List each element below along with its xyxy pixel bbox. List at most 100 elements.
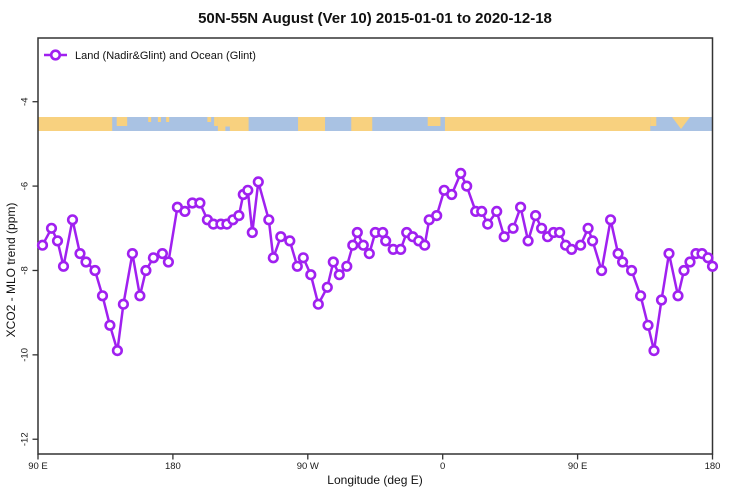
land-segment: [351, 117, 373, 131]
data-point: [126, 248, 138, 260]
data-point: [625, 264, 638, 277]
data-point: [275, 231, 287, 243]
data-point: [242, 184, 254, 196]
data-point: [312, 298, 324, 310]
data-point: [706, 260, 719, 272]
data-point: [305, 269, 317, 281]
x-tick-label: 180: [705, 461, 721, 472]
data-point: [111, 345, 123, 357]
series-line: [41, 172, 714, 352]
data-point: [507, 222, 519, 234]
island-dot: [166, 117, 170, 122]
data-point: [612, 248, 624, 260]
data-point: [267, 252, 279, 264]
data-point: [586, 235, 599, 247]
data-point: [117, 298, 129, 310]
data-point: [74, 248, 86, 260]
axes: 90 E 180 90 W 0 90 E 180 -4 -6 -8 -10 -12: [20, 37, 721, 472]
land-segment: [427, 117, 441, 126]
data-point: [678, 264, 690, 277]
data-point: [263, 214, 275, 226]
land-segment: [116, 117, 128, 126]
y-tick-label: -10: [20, 348, 31, 362]
data-point: [233, 210, 245, 222]
data-point: [395, 243, 407, 255]
x-tick-label: 90 W: [297, 461, 319, 472]
data-point: [140, 264, 152, 277]
x-tick-label: 90 E: [568, 461, 588, 472]
y-tick-label: -6: [20, 182, 31, 190]
data-point: [147, 252, 159, 264]
data-point: [363, 248, 375, 260]
data-point: [36, 239, 49, 251]
data-point: [482, 218, 494, 230]
data-point: [357, 239, 369, 251]
land-segment: [214, 117, 218, 126]
data-point: [419, 239, 431, 251]
chart-title: 50N-55N August (Ver 10) 2015-01-01 to 20…: [198, 10, 552, 27]
data-series: [36, 167, 719, 357]
legend: Land (Nadir&Glint) and Ocean (Glint): [44, 49, 256, 62]
x-axis-label: Longitude (deg E): [327, 473, 422, 487]
data-point: [574, 239, 587, 251]
data-point: [321, 281, 333, 293]
ocean-notch: [225, 126, 230, 131]
land-segment: [217, 117, 249, 131]
legend-label: Land (Nadir&Glint) and Ocean (Glint): [75, 50, 256, 62]
data-point: [655, 294, 668, 306]
data-point: [96, 290, 109, 302]
data-point: [347, 239, 359, 251]
data-point: [553, 226, 566, 239]
data-point: [582, 222, 594, 234]
data-point: [455, 167, 467, 179]
data-point: [431, 210, 443, 222]
data-point: [522, 235, 534, 247]
data-point: [595, 264, 608, 277]
y-tick-label: -4: [20, 97, 31, 105]
data-point: [162, 256, 174, 268]
data-point: [702, 252, 714, 264]
data-point: [80, 256, 92, 268]
land-segment: [38, 117, 113, 131]
data-point: [333, 269, 345, 281]
data-point: [89, 264, 101, 277]
y-tick-label: -12: [20, 432, 31, 446]
data-point: [446, 188, 458, 201]
data-point: [491, 205, 503, 217]
data-point: [179, 205, 191, 217]
data-point: [57, 260, 70, 272]
data-point: [252, 176, 264, 188]
y-axis-label: XCO2 - MLO trend (ppm): [4, 203, 18, 338]
data-point: [616, 256, 629, 268]
data-point: [66, 214, 79, 226]
data-point: [156, 248, 168, 260]
data-point: [642, 319, 654, 331]
data-point: [663, 248, 675, 260]
island-dot: [148, 117, 152, 122]
island-dot: [157, 117, 161, 122]
data-point: [535, 222, 548, 234]
data-point: [461, 180, 473, 192]
land-segment: [650, 117, 657, 126]
data-point: [380, 235, 392, 247]
data-point: [45, 222, 58, 234]
island-dot: [207, 117, 212, 122]
x-tick-label: 180: [165, 461, 181, 472]
data-point: [604, 214, 617, 226]
data-point: [51, 235, 64, 247]
data-point: [672, 290, 684, 302]
land-wedge: [672, 117, 691, 129]
data-point: [284, 235, 296, 247]
data-point: [327, 256, 339, 268]
data-point: [498, 231, 510, 243]
data-point: [634, 290, 647, 302]
data-point: [194, 197, 206, 209]
land-segment: [444, 117, 651, 131]
legend-marker-icon: [49, 49, 62, 61]
land-segment: [298, 117, 326, 131]
land-ocean-strip: [38, 117, 713, 131]
data-point: [134, 290, 146, 302]
data-point: [684, 256, 696, 268]
